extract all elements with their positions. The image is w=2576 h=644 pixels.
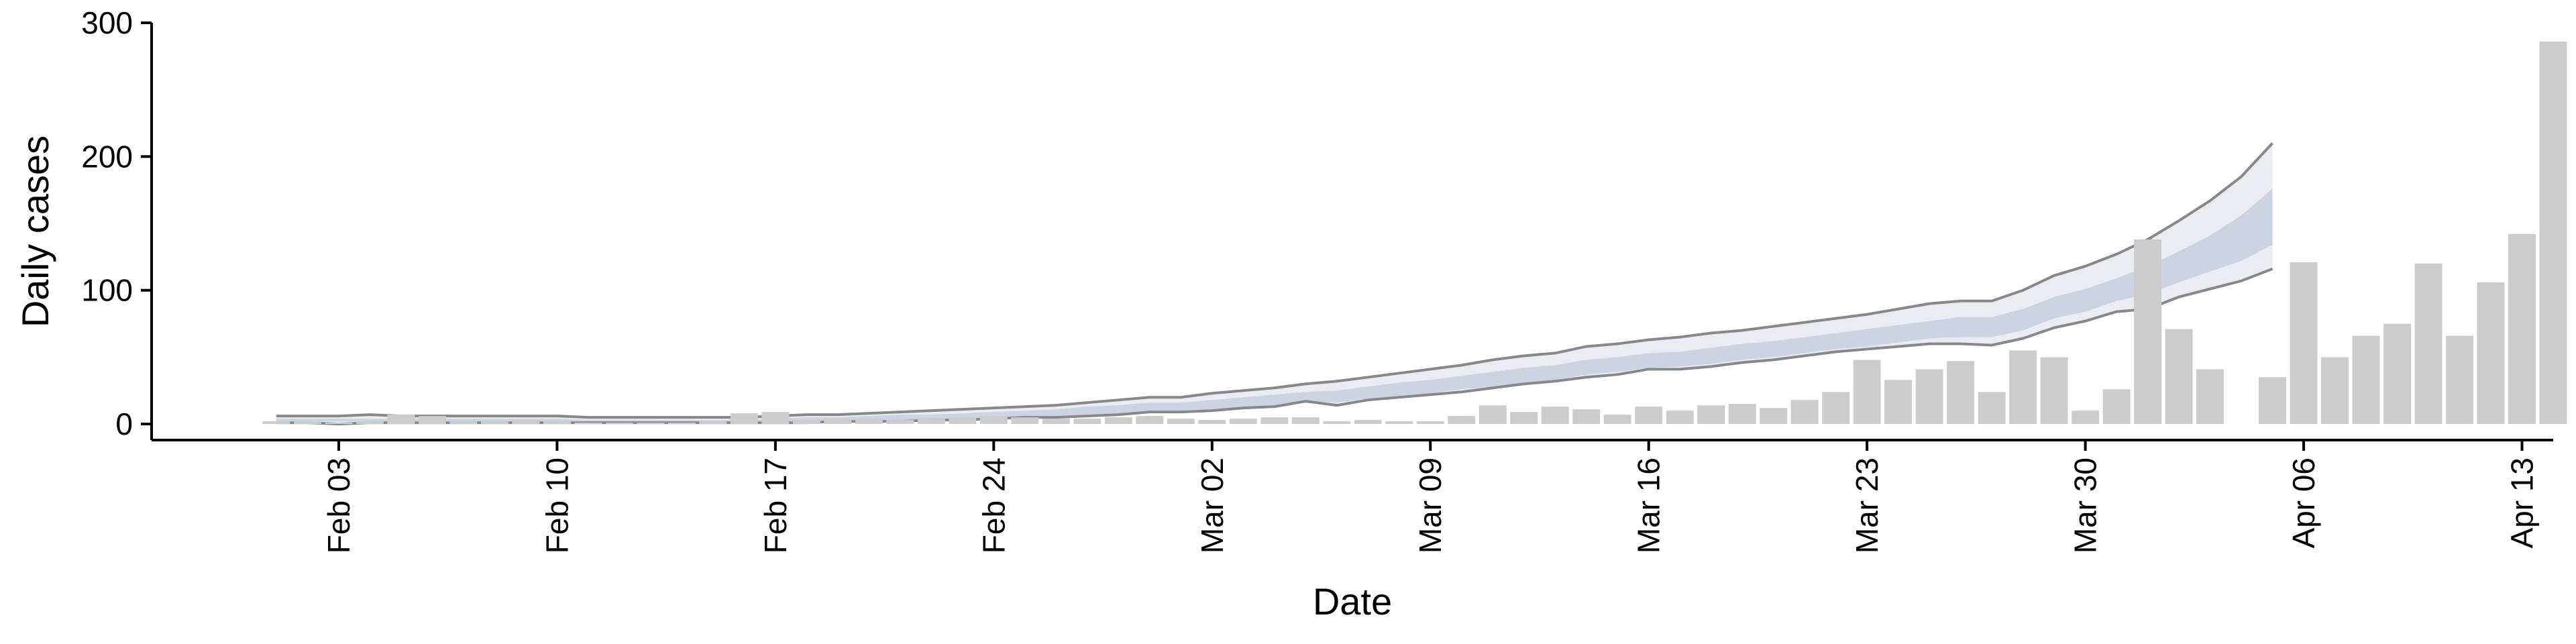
bar	[1822, 392, 1850, 425]
y-tick-label: 0	[115, 407, 133, 441]
bar	[356, 421, 384, 425]
bar	[2134, 239, 2162, 425]
bar	[761, 412, 790, 425]
x-tick-label: Mar 02	[1195, 458, 1230, 553]
bar	[1978, 392, 2006, 425]
bar	[325, 423, 353, 425]
bar	[1385, 421, 1413, 425]
bar	[1947, 361, 1975, 425]
bar	[1541, 407, 1569, 425]
bar	[1510, 412, 1538, 425]
bar	[1603, 415, 1631, 425]
y-ticks: 0 100 200 300	[81, 5, 152, 441]
x-tick-label: Feb 03	[321, 458, 356, 553]
bar	[1884, 380, 1913, 425]
bar	[1416, 421, 1444, 425]
plot-area	[262, 41, 2567, 426]
x-tick-label: Mar 23	[1849, 458, 1884, 553]
bar-series	[262, 41, 2567, 425]
bar	[1229, 419, 1257, 425]
bar	[1323, 421, 1351, 425]
bar	[387, 415, 415, 425]
bar	[2165, 329, 2193, 425]
bar	[2321, 357, 2349, 425]
bar	[2477, 282, 2505, 425]
y-axis-label: Daily cases	[14, 136, 56, 327]
bar	[2508, 233, 2536, 425]
bar	[574, 423, 602, 425]
bar	[2414, 263, 2443, 425]
bar	[2009, 350, 2037, 425]
bar	[1136, 416, 1164, 425]
bar	[2259, 377, 2287, 425]
y-tick-label: 300	[81, 5, 133, 40]
bar	[2352, 335, 2380, 425]
bar	[824, 419, 852, 425]
bar	[979, 416, 1008, 425]
bar	[667, 423, 696, 425]
bar	[2072, 411, 2100, 425]
bar	[1666, 411, 1694, 425]
bar	[1572, 409, 1601, 425]
bar	[1354, 420, 1382, 425]
bar	[262, 421, 290, 425]
x-tick-label: Apr 06	[2286, 458, 2321, 549]
bar	[1167, 419, 1195, 425]
bar	[2040, 357, 2068, 425]
bar	[2196, 369, 2224, 425]
bar	[1260, 417, 1289, 425]
bar	[1728, 404, 1756, 425]
bar	[886, 420, 914, 425]
bar	[1073, 419, 1102, 425]
bar	[1790, 400, 1819, 425]
x-tick-label: Mar 30	[2068, 458, 2103, 553]
bar	[543, 421, 571, 425]
bar	[699, 421, 727, 425]
bar	[730, 413, 758, 425]
bar	[2102, 389, 2131, 425]
bar	[1011, 417, 1039, 425]
bar	[855, 419, 883, 425]
bar	[1291, 417, 1320, 425]
bar	[2539, 41, 2567, 425]
bar	[418, 416, 446, 425]
x-tick-label: Feb 10	[539, 458, 574, 553]
x-ticks: Feb 03 Feb 10 Feb 17 Feb 24 Mar 02 Mar 09 Mar …	[321, 440, 2540, 553]
x-tick-label: Feb 24	[976, 458, 1011, 553]
bar	[1697, 405, 1725, 425]
bar	[1853, 360, 1881, 425]
bar	[512, 420, 540, 425]
y-tick-label: 200	[81, 139, 133, 174]
model-band-upper-line	[276, 142, 2274, 419]
bar	[1448, 416, 1476, 425]
axes: 0 100 200 300 Feb 03 Feb 10 Feb 17 Feb 24 Mar 0…	[14, 5, 2553, 623]
bar	[1198, 420, 1226, 425]
bar	[1915, 369, 1943, 425]
bar	[1042, 419, 1070, 425]
bar	[949, 417, 977, 425]
x-tick-label: Mar 09	[1413, 458, 1448, 553]
bar	[2446, 335, 2473, 425]
x-tick-label: Mar 16	[1631, 458, 1666, 553]
bar	[294, 421, 321, 425]
bar	[1635, 407, 1663, 425]
x-axis-label: Date	[1313, 580, 1392, 623]
y-tick-label: 100	[81, 273, 133, 308]
bar	[605, 423, 633, 425]
bar	[449, 421, 478, 425]
x-tick-label: Feb 17	[758, 458, 793, 553]
bar	[1760, 408, 1788, 425]
bar	[480, 421, 508, 425]
bar	[637, 423, 665, 425]
bar	[792, 420, 820, 425]
bar	[2383, 323, 2411, 425]
x-tick-label: Apr 13	[2505, 458, 2540, 549]
bar	[1104, 417, 1132, 425]
bar	[1479, 405, 1507, 425]
bar	[917, 419, 945, 425]
bar	[2290, 262, 2318, 425]
